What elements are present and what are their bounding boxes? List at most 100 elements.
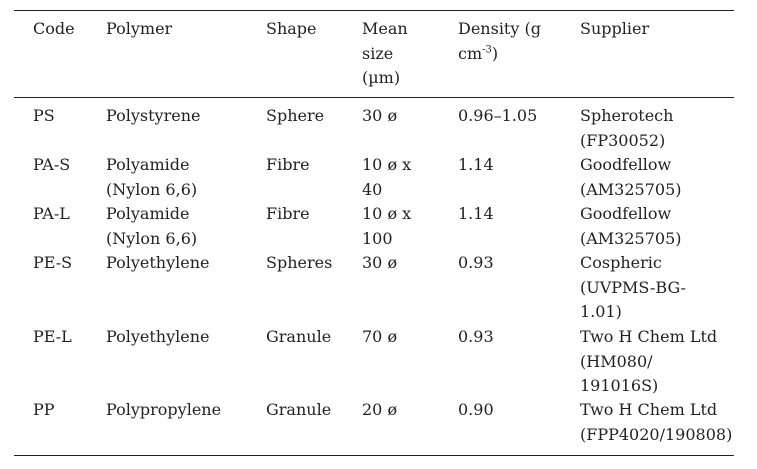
table-cell: Goodfellow (AM325705) bbox=[580, 202, 682, 251]
cell-line: 70 ø bbox=[362, 327, 398, 346]
cell-line: 1.01) bbox=[580, 302, 622, 321]
header-cell: Supplier bbox=[580, 17, 649, 42]
header-line: Supplier bbox=[580, 19, 650, 38]
table-cell: Fibre bbox=[266, 202, 310, 227]
cell-line: 0.90 bbox=[458, 400, 494, 419]
cell-line: 30 ø bbox=[362, 106, 398, 125]
table-cell: Polystyrene bbox=[106, 104, 200, 129]
cell-line: 20 ø bbox=[362, 400, 398, 419]
cell-line: Polyethylene bbox=[106, 253, 210, 272]
table-cell: Goodfellow (AM325705) bbox=[580, 153, 682, 202]
table-cell: 0.93 bbox=[458, 251, 494, 276]
header-cell: Shape bbox=[266, 17, 317, 42]
cell-line: (UVPMS-BG- bbox=[580, 277, 686, 297]
header-line: Mean bbox=[362, 19, 408, 38]
table-cell: PE-S bbox=[33, 251, 72, 276]
table-cell: Granule bbox=[266, 325, 331, 350]
cell-line: PS bbox=[33, 106, 55, 125]
cell-line: Polypropylene bbox=[106, 400, 222, 419]
cell-line: (Nylon 6,6) bbox=[106, 228, 198, 248]
cell-line: (HM080/ bbox=[580, 351, 653, 371]
table-cell: 0.93 bbox=[458, 325, 494, 350]
cell-line: Sphere bbox=[266, 106, 325, 125]
cell-line: Polystyrene bbox=[106, 106, 201, 125]
table-cell: 1.14 bbox=[458, 202, 494, 227]
header-text: Density (g bbox=[458, 19, 541, 38]
cell-line: Granule bbox=[266, 400, 332, 419]
cell-line: 0.96–1.05 bbox=[458, 106, 538, 125]
table-cell: Polyamide (Nylon 6,6) bbox=[106, 153, 197, 202]
header-line: Polymer bbox=[106, 19, 173, 38]
header-line: cm-3) bbox=[458, 42, 541, 67]
cell-line: Polyethylene bbox=[106, 327, 210, 346]
header-cell: Polymer bbox=[106, 17, 172, 42]
table-cell: Fibre bbox=[266, 153, 310, 178]
cell-line: Granule bbox=[266, 327, 332, 346]
header-rule bbox=[14, 97, 734, 98]
superscript: -3 bbox=[482, 44, 492, 56]
table-cell: PE-L bbox=[33, 325, 72, 350]
header-line: (µm) bbox=[362, 68, 401, 87]
table-cell: 10 ø x 100 bbox=[362, 202, 411, 251]
table-cell: 20 ø bbox=[362, 398, 397, 423]
header-line: size bbox=[362, 43, 394, 63]
cell-line: Fibre bbox=[266, 155, 310, 174]
cell-line: Spherotech bbox=[580, 106, 674, 125]
table-cell: Polyethylene bbox=[106, 325, 210, 350]
cell-line: Two H Chem Ltd bbox=[580, 400, 718, 419]
table-cell: Two H Chem Ltd (FPP4020/190808) bbox=[580, 398, 732, 447]
cell-line: (AM325705) bbox=[580, 179, 682, 199]
cell-line: 1.14 bbox=[458, 155, 494, 174]
table-cell: 0.90 bbox=[458, 398, 494, 423]
header-cell: Density (g cm-3) bbox=[458, 17, 541, 66]
table-cell: Polyethylene bbox=[106, 251, 210, 276]
table-cell: Cospheric (UVPMS-BG- 1.01) bbox=[580, 251, 686, 325]
table-cell: 70 ø bbox=[362, 325, 397, 350]
cell-line: 40 bbox=[362, 179, 383, 199]
cell-line: PA-L bbox=[33, 204, 70, 223]
header-cell: Mean size (µm) bbox=[362, 17, 408, 91]
cell-line: PE-S bbox=[33, 253, 73, 272]
header-text: cm bbox=[458, 43, 483, 63]
table-cell: 10 ø x 40 bbox=[362, 153, 411, 202]
cell-line: PA-S bbox=[33, 155, 71, 174]
bottom-rule bbox=[14, 455, 734, 456]
cell-line: PE-L bbox=[33, 327, 72, 346]
table-cell: Granule bbox=[266, 398, 331, 423]
cell-line: 100 bbox=[362, 228, 393, 248]
header-line: Density (g bbox=[458, 17, 541, 42]
top-rule bbox=[14, 10, 734, 11]
cell-line: Two H Chem Ltd bbox=[580, 327, 718, 346]
header-cell: Code bbox=[33, 17, 75, 42]
table-cell: 30 ø bbox=[362, 251, 397, 276]
cell-line: Polyamide bbox=[106, 204, 190, 223]
cell-line: Cospheric bbox=[580, 253, 662, 272]
table-cell: PS bbox=[33, 104, 55, 129]
cell-line: 0.93 bbox=[458, 253, 494, 272]
table-cell: Polypropylene bbox=[106, 398, 221, 423]
cell-line: Polyamide bbox=[106, 155, 190, 174]
cell-line: 0.93 bbox=[458, 327, 494, 346]
cell-line: 10 ø x bbox=[362, 155, 412, 174]
table-cell: Spheres bbox=[266, 251, 332, 276]
table-cell: Sphere bbox=[266, 104, 324, 129]
cell-line: 1.14 bbox=[458, 204, 494, 223]
cell-line: Fibre bbox=[266, 204, 310, 223]
table-cell: Spherotech (FP30052) bbox=[580, 104, 673, 153]
cell-line: Spheres bbox=[266, 253, 333, 272]
cell-line: 30 ø bbox=[362, 253, 398, 272]
table-cell: Two H Chem Ltd (HM080/191016S) bbox=[580, 325, 717, 399]
cell-line: (AM325705) bbox=[580, 228, 682, 248]
table-cell: PA-S bbox=[33, 153, 70, 178]
cell-line: (FPP4020/190808) bbox=[580, 424, 733, 444]
header-text: ) bbox=[491, 43, 499, 63]
cell-line: Goodfellow bbox=[580, 155, 672, 174]
table-cell: PP bbox=[33, 398, 55, 423]
table-cell: 0.96–1.05 bbox=[458, 104, 537, 129]
header-line: Code bbox=[33, 19, 75, 38]
table-cell: Polyamide (Nylon 6,6) bbox=[106, 202, 197, 251]
table-cell: 1.14 bbox=[458, 153, 494, 178]
cell-line: Goodfellow bbox=[580, 204, 672, 223]
cell-line: 191016S) bbox=[580, 376, 659, 395]
cell-line: (Nylon 6,6) bbox=[106, 179, 198, 199]
